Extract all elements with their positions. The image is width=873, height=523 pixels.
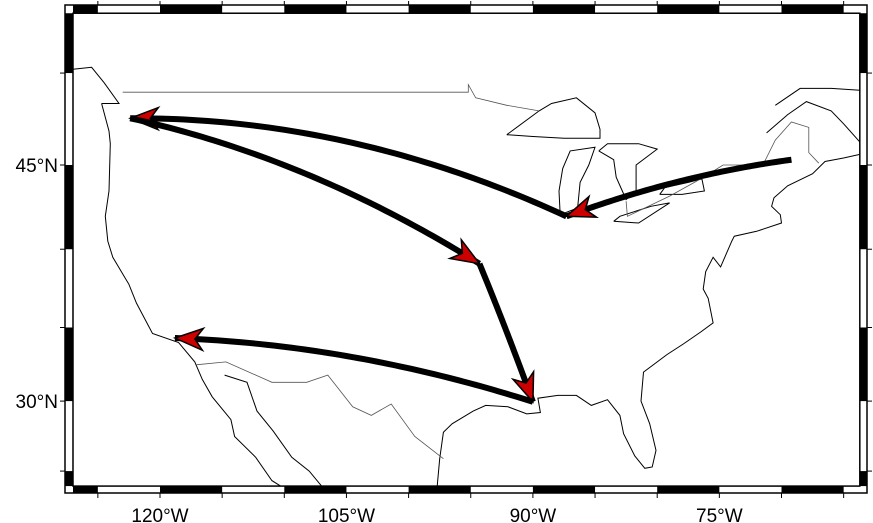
- frame-bar-right: [859, 13, 867, 74]
- frame-bar-bottom: [781, 486, 844, 493]
- coastline-segment: [558, 146, 596, 216]
- frame-bar-bottom: [72, 486, 98, 493]
- coastline-segment: [506, 97, 601, 139]
- border-segment: [122, 83, 540, 112]
- frame-bar-bottom: [284, 486, 347, 493]
- frame-bar-top: [532, 5, 596, 14]
- arrowhead-icon: [447, 237, 482, 265]
- coastline-segment: [613, 202, 670, 224]
- political-borders: [122, 83, 820, 460]
- coastline-segment: [224, 374, 322, 487]
- map-frame: [60, 1, 872, 498]
- frame-bar-right: [859, 471, 867, 487]
- coastlines: [72, 66, 861, 487]
- frame-bar-left: [65, 327, 73, 402]
- border-segment: [195, 361, 444, 460]
- arrowhead-icon: [172, 326, 206, 353]
- route-arrow-line: [476, 262, 536, 403]
- axis-labels: 45°N 30°N 120°W 105°W 90°W 75°W: [16, 156, 743, 523]
- frame-bar-left: [65, 13, 73, 74]
- coastline-segment: [72, 66, 120, 104]
- frame-bar-top: [408, 5, 471, 14]
- coastline-segment: [775, 87, 860, 106]
- route-arrow-line: [174, 335, 534, 405]
- route-arrow-line: [130, 115, 568, 220]
- coastline-segment: [436, 153, 860, 487]
- route-arrow-line: [129, 115, 482, 267]
- frame-bar-top: [657, 5, 720, 14]
- coastline-segment: [101, 103, 281, 487]
- frame-bar-left: [65, 471, 73, 487]
- lon-label-90w: 90°W: [510, 506, 557, 523]
- frame-bar-top: [781, 5, 844, 14]
- arrowhead-icon: [564, 194, 600, 219]
- frame-bar-bottom: [160, 486, 223, 493]
- frame-bar-right: [859, 327, 867, 402]
- coastline-segment: [766, 101, 861, 143]
- frame-bar-bottom: [657, 486, 720, 493]
- arrowhead-icon: [510, 369, 535, 404]
- frame-bar-top: [72, 5, 98, 14]
- lon-label-105w: 105°W: [318, 506, 375, 523]
- lat-label-45: 45°N: [16, 156, 58, 177]
- frame-bar-bottom: [408, 486, 471, 493]
- lon-label-75w: 75°W: [696, 506, 743, 523]
- frame-bar-right: [859, 165, 867, 250]
- route-arrows: [128, 105, 792, 405]
- lon-label-120w: 120°W: [131, 506, 188, 523]
- frame-bar-left: [65, 165, 73, 250]
- route-arrow-line: [565, 156, 792, 220]
- frame-bar-top: [160, 5, 223, 14]
- frame-bar-top: [284, 5, 347, 14]
- lat-label-30: 30°N: [16, 392, 58, 413]
- frame-bar-bottom: [532, 486, 596, 493]
- coastline-segment: [598, 143, 659, 201]
